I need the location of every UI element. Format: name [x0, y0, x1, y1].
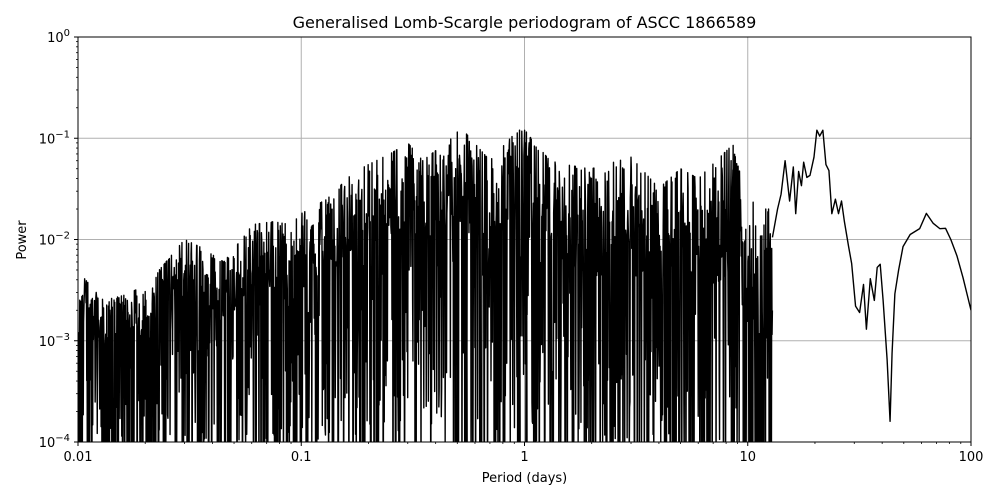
y-axis: 100 10−1 10−2 10−3 10−4: [39, 28, 78, 451]
y-tick-label: 10−1: [39, 129, 70, 147]
x-tick-label: 100: [959, 450, 984, 465]
y-tick-label: 10−4: [39, 433, 70, 451]
x-tick-label: 0.1: [291, 450, 312, 465]
x-axis-label: Period (days): [482, 471, 568, 486]
plot-area: [78, 129, 971, 442]
chart-title: Generalised Lomb-Scargle periodogram of …: [293, 13, 757, 32]
y-axis-label: Power: [15, 220, 30, 260]
periodogram-dense-line: [78, 129, 774, 442]
x-tick-label: 10: [739, 450, 756, 465]
x-axis: 0.01 0.1 1 10 100: [64, 442, 984, 465]
y-tick-label: 10−2: [39, 231, 70, 249]
periodogram-smooth-line: [771, 129, 971, 423]
x-tick-label: 0.01: [64, 450, 93, 465]
y-tick-label: 10−3: [39, 332, 70, 350]
x-tick-label: 1: [520, 450, 528, 465]
y-tick-label: 100: [47, 28, 70, 46]
